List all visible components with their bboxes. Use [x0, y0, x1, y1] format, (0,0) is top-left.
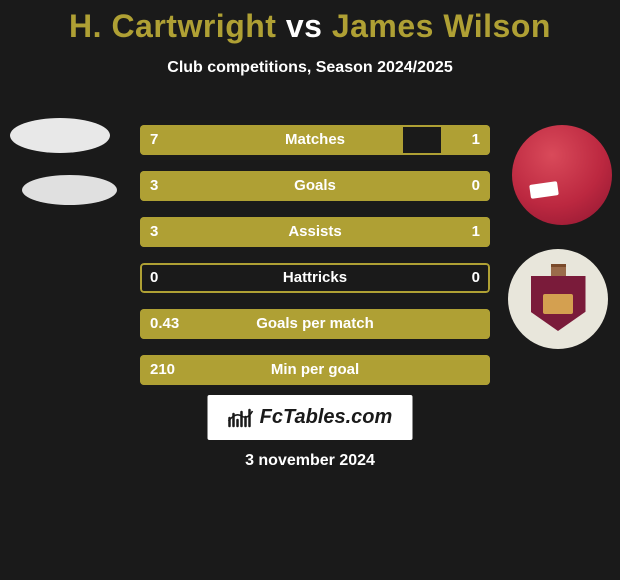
crest-icon: [531, 264, 586, 334]
fctables-text: FcTables.com: [260, 406, 393, 429]
stat-bar-row: 210Min per goal: [140, 355, 490, 385]
player1-name: H. Cartwright: [69, 8, 276, 44]
subtitle: Club competitions, Season 2024/2025: [0, 59, 620, 77]
stat-value-right: 1: [472, 217, 480, 247]
fctables-badge: FcTables.com: [208, 395, 413, 440]
fctables-icon: [228, 408, 254, 428]
stat-bar-row: 0.43Goals per match: [140, 309, 490, 339]
stat-label: Hattricks: [140, 263, 490, 293]
stat-bar-row: 3Assists1: [140, 217, 490, 247]
player2-club-crest: [508, 249, 608, 349]
player2-avatar: [512, 125, 612, 225]
stat-value-right: 0: [472, 171, 480, 201]
comparison-title: H. Cartwright vs James Wilson: [0, 0, 620, 45]
stat-bar-row: 0Hattricks0: [140, 263, 490, 293]
stat-bars-container: 7Matches13Goals03Assists10Hattricks00.43…: [140, 125, 490, 401]
stat-value-right: 0: [472, 263, 480, 293]
stat-label: Matches: [140, 125, 490, 155]
stat-label: Min per goal: [140, 355, 490, 385]
vs-text: vs: [286, 8, 323, 44]
stat-bar-row: 3Goals0: [140, 171, 490, 201]
snapshot-date: 3 november 2024: [0, 452, 620, 470]
stat-value-right: 1: [472, 125, 480, 155]
player1-club-placeholder: [22, 175, 117, 205]
player2-name: James Wilson: [332, 8, 551, 44]
stat-bar-row: 7Matches1: [140, 125, 490, 155]
stat-label: Goals: [140, 171, 490, 201]
stat-label: Goals per match: [140, 309, 490, 339]
player1-avatar-placeholder: [10, 118, 110, 153]
stat-label: Assists: [140, 217, 490, 247]
